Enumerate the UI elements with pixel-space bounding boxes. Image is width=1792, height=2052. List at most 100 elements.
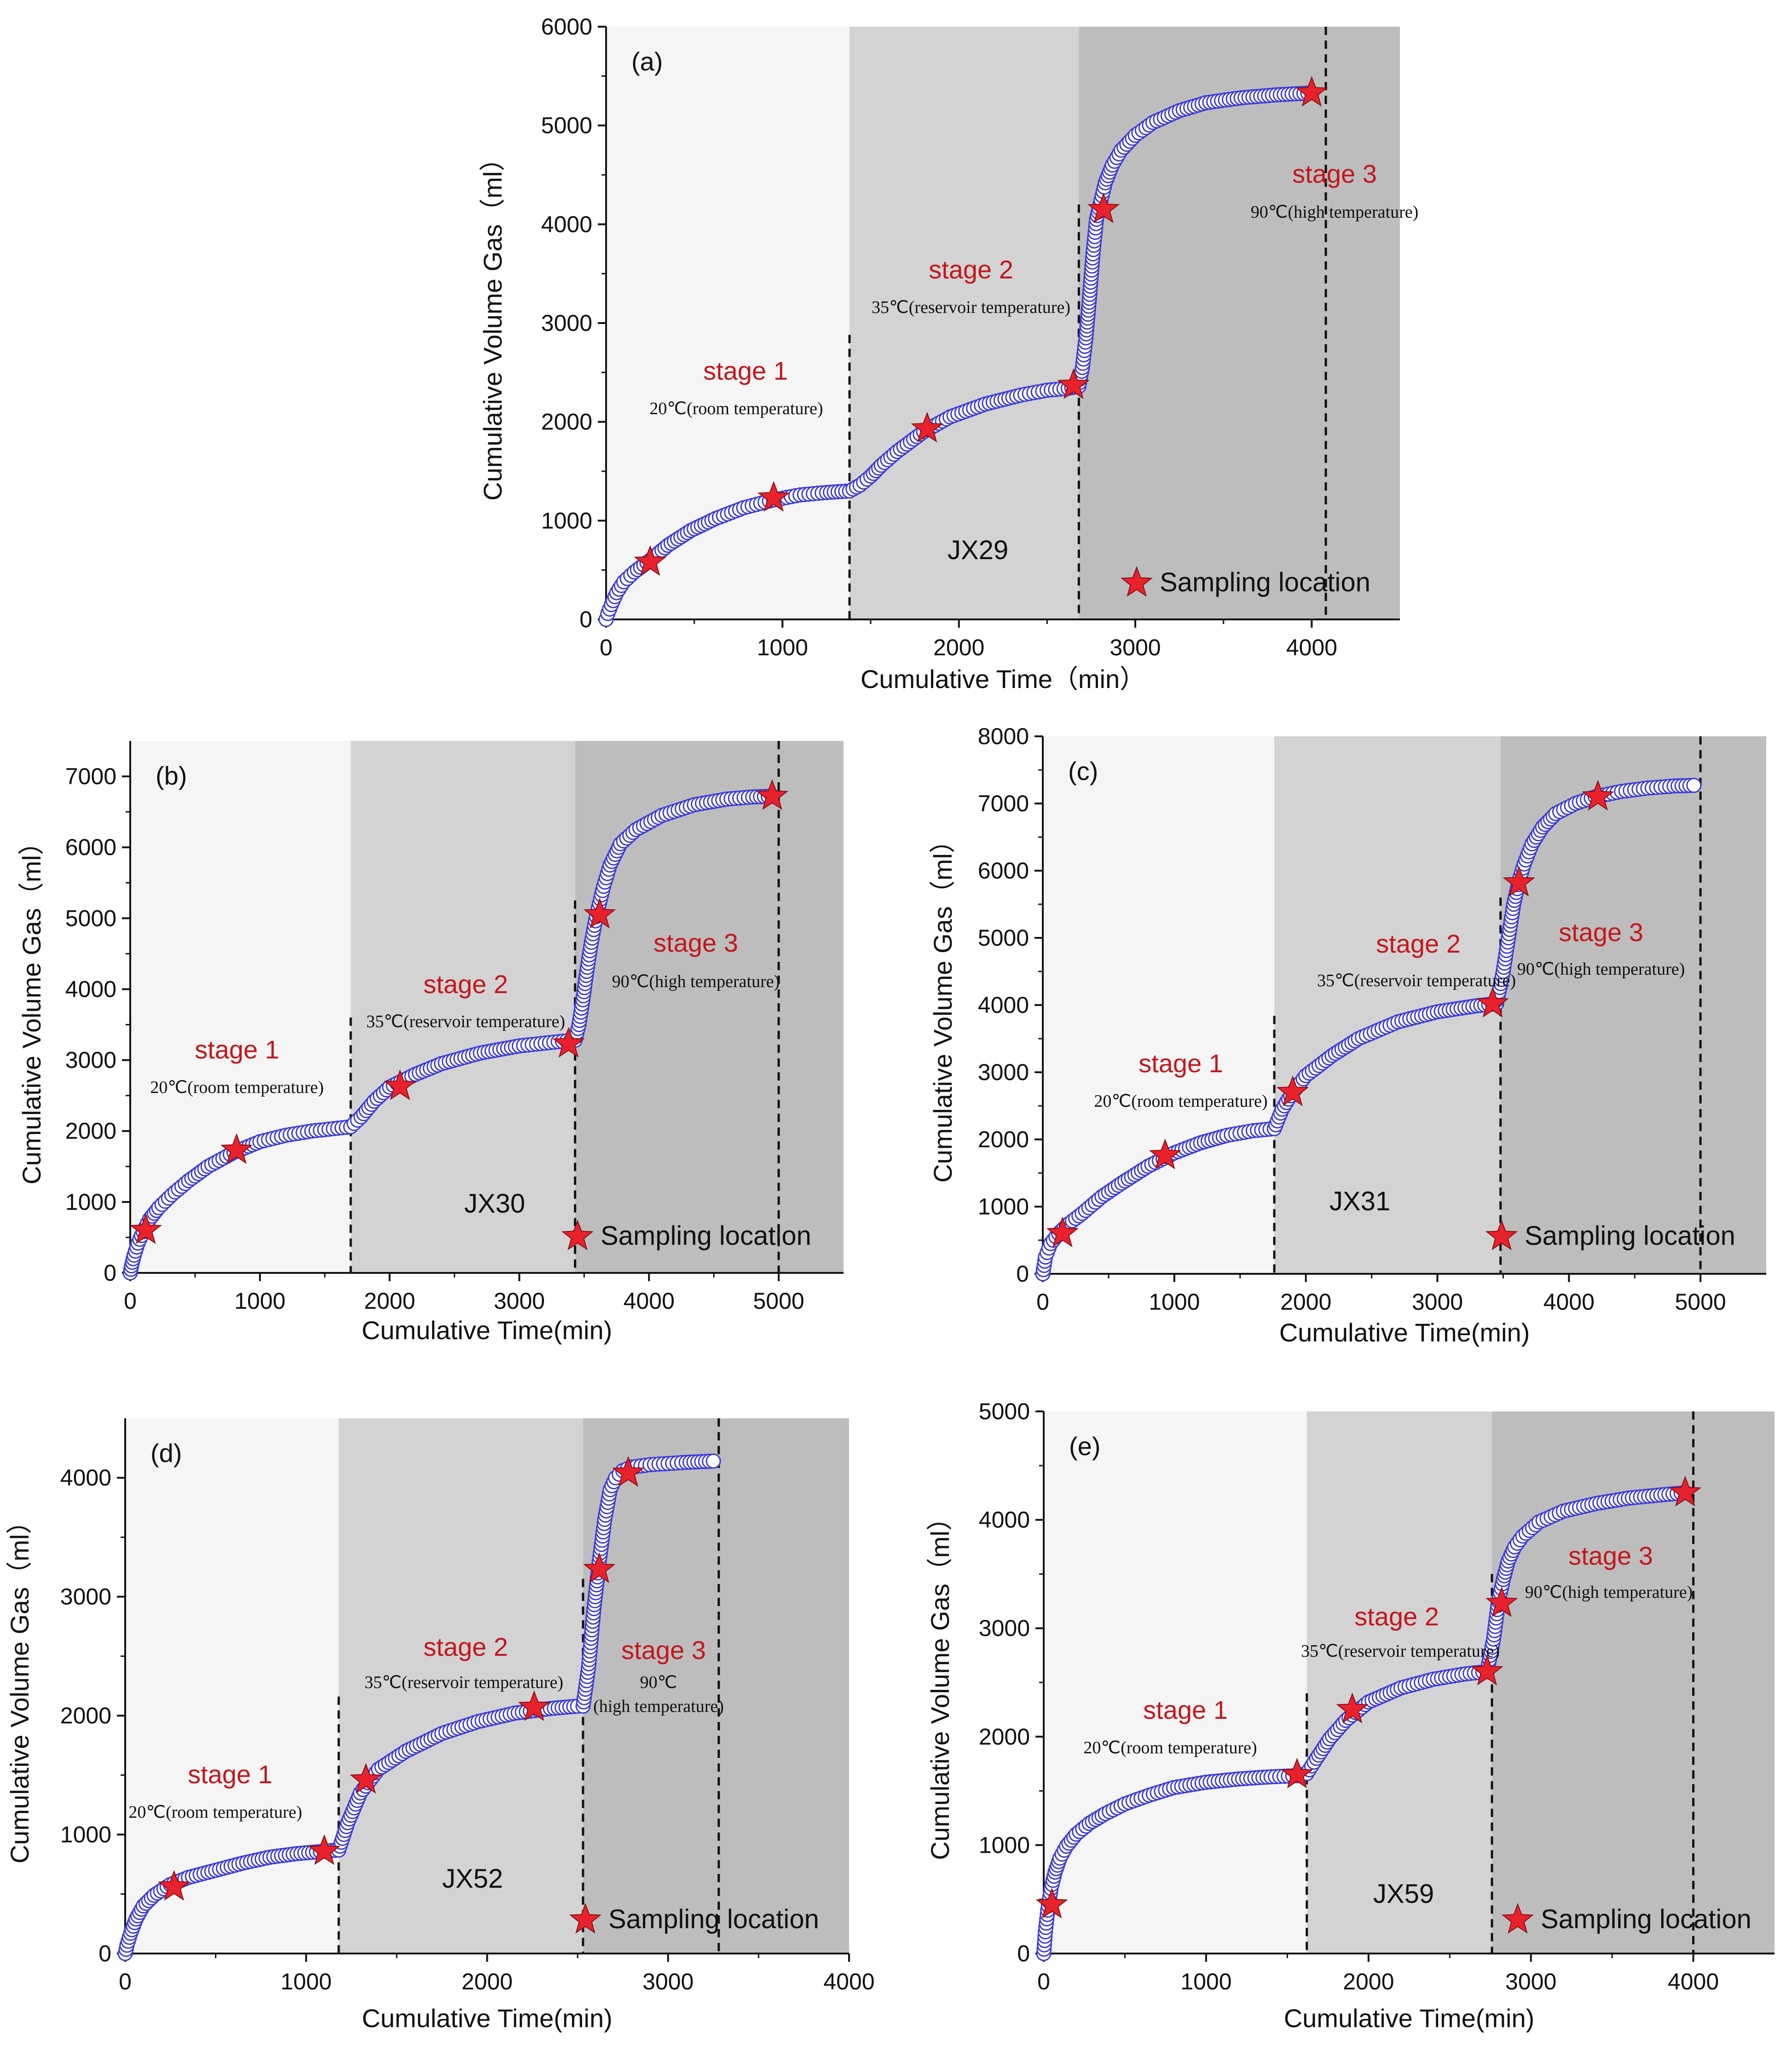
y-axis-title: Cumulative Volume Gas（ml） xyxy=(925,1505,954,1860)
temperature-label: 35℃(reservoir temperature) xyxy=(1317,971,1516,990)
y-tick-label: 2000 xyxy=(978,1127,1029,1152)
stage-label: stage 3 xyxy=(1568,1541,1653,1570)
sampling-star xyxy=(220,1133,253,1164)
legend-label: Sampling location xyxy=(601,1221,811,1251)
x-tick-label: 4000 xyxy=(1668,1969,1719,1994)
sampling-star xyxy=(1046,1216,1079,1248)
x-tick-label: 4000 xyxy=(1543,1289,1595,1315)
y-tick-label: 1000 xyxy=(979,1832,1030,1858)
stage1-band xyxy=(1044,1411,1307,1954)
temperature-label: 90℃(high temperature) xyxy=(1525,1583,1693,1602)
panel-label: (c) xyxy=(1068,757,1098,786)
sampling-star xyxy=(757,481,790,512)
sampling-star xyxy=(518,1690,550,1721)
x-tick-label: 2000 xyxy=(364,1288,415,1314)
sample-id-label: JX31 xyxy=(1330,1186,1390,1216)
legend-label: Sampling location xyxy=(608,1904,819,1934)
legend: Sampling location xyxy=(1501,1903,1752,1934)
x-axis-title: Cumulative Time(min) xyxy=(362,2004,613,2033)
x-tick-label: 2000 xyxy=(1343,1969,1394,1994)
stage2-band xyxy=(850,27,1079,619)
stage-label: stage 2 xyxy=(423,970,508,999)
panel-label: (d) xyxy=(150,1439,182,1468)
x-tick-label: 0 xyxy=(119,1969,132,1994)
chart-panel: 0 1000 2000 3000 4000 0 1000 2000 3000 4000 Cumula… xyxy=(5,1418,875,2033)
chart-panel: 0 1000 2000 3000 4000 5000 0 1000 2000 3000 4000 50… xyxy=(17,741,844,1345)
temperature-label: 90℃ xyxy=(640,1673,677,1692)
y-tick-label: 3000 xyxy=(60,1584,111,1610)
sampling-star xyxy=(1669,1475,1701,1507)
sampling-star xyxy=(1476,987,1509,1017)
x-tick-label: 3000 xyxy=(1412,1289,1463,1315)
temperature-label: 20℃(room temperature) xyxy=(150,1078,324,1097)
sampling-star xyxy=(1471,1654,1503,1686)
y-tick-label: 3000 xyxy=(65,1047,116,1073)
sampling-star xyxy=(584,897,616,929)
y-tick-label: 1000 xyxy=(541,508,592,533)
stage3-band xyxy=(1500,736,1766,1274)
sampling-star xyxy=(349,1763,382,1794)
star-icon xyxy=(1485,1220,1518,1250)
y-tick-label: 5000 xyxy=(541,113,592,139)
x-tick-label: 3000 xyxy=(494,1288,545,1314)
x-tick-label: 1000 xyxy=(234,1288,285,1314)
sample-id-label: JX30 xyxy=(464,1189,525,1219)
y-tick-label: 4000 xyxy=(60,1465,111,1491)
y-axis-title: Cumulative Volume Gas（ml） xyxy=(478,145,507,501)
data-point xyxy=(705,1453,721,1469)
y-axis-title: Cumulative Volume Gas（ml） xyxy=(5,1509,34,1864)
y-tick-label: 6000 xyxy=(541,14,592,40)
y-tick-label: 4000 xyxy=(978,992,1029,1018)
legend: Sampling location xyxy=(561,1220,811,1251)
stage-label: stage 2 xyxy=(1354,1602,1439,1631)
x-tick-label: 3000 xyxy=(1505,1969,1556,1994)
legend-label: Sampling location xyxy=(1525,1221,1735,1251)
y-tick-label: 0 xyxy=(579,607,592,632)
x-tick-label: 5000 xyxy=(753,1288,804,1314)
x-tick-label: 3000 xyxy=(1110,635,1161,660)
y-tick-label: 4000 xyxy=(979,1507,1030,1533)
data-point xyxy=(1686,778,1702,793)
stage-label: stage 3 xyxy=(621,1636,706,1665)
y-tick-label: 6000 xyxy=(65,834,116,860)
sampling-star xyxy=(634,545,666,576)
chart-panel: 0 1000 2000 3000 4000 5000 0 1000 2000 3000 4000 50… xyxy=(928,723,1766,1347)
y-tick-label: 3000 xyxy=(979,1615,1030,1641)
y-axis-title: Cumulative Volume Gas（ml） xyxy=(17,829,46,1185)
stage3-band xyxy=(575,741,844,1273)
temperature-label: 20℃(room temperature) xyxy=(1083,1738,1257,1757)
sample-id-label: JX59 xyxy=(1373,1879,1434,1909)
y-tick-label: 4000 xyxy=(541,211,592,237)
chart-panel: 0 1000 2000 3000 4000 0 1000 2000 3000 4000 5000 Cu… xyxy=(925,1399,1775,2033)
temperature-label: 35℃(reservoir temperature) xyxy=(364,1673,563,1692)
y-tick-label: 2000 xyxy=(60,1703,111,1728)
sampling-star xyxy=(308,1834,341,1865)
sampling-star xyxy=(583,1552,616,1584)
x-tick-label: 2000 xyxy=(933,635,984,660)
stage-label: stage 3 xyxy=(1559,918,1643,947)
sample-id-label: JX29 xyxy=(948,535,1008,565)
x-tick-label: 0 xyxy=(1036,1289,1049,1315)
sampling-star xyxy=(1281,1757,1313,1789)
temperature-label: 90℃(high temperature) xyxy=(1517,960,1685,979)
x-tick-label: 5000 xyxy=(1675,1289,1726,1315)
sampling-star xyxy=(1276,1075,1309,1106)
y-tick-label: 1000 xyxy=(60,1822,111,1848)
panel-label: (e) xyxy=(1069,1432,1100,1461)
y-tick-label: 2000 xyxy=(541,409,592,435)
legend: Sampling location xyxy=(1485,1220,1735,1251)
y-tick-label: 0 xyxy=(1017,1941,1030,1966)
sampling-star xyxy=(384,1069,416,1100)
x-axis-title: Cumulative Time(min) xyxy=(362,1316,613,1345)
y-tick-label: 7000 xyxy=(65,763,116,789)
x-tick-label: 4000 xyxy=(823,1969,874,1994)
sampling-star xyxy=(1149,1139,1181,1169)
stage-label: stage 2 xyxy=(423,1632,508,1661)
sampling-star xyxy=(1295,75,1328,107)
stage1-band xyxy=(1043,736,1275,1274)
chart-panel: 0 1000 2000 3000 4000 0 1000 2000 3000 4000 5000 60… xyxy=(478,14,1418,694)
y-tick-label: 5000 xyxy=(65,905,116,931)
stage-label: stage 1 xyxy=(188,1760,272,1789)
x-tick-label: 0 xyxy=(1037,1969,1050,1994)
legend-label: Sampling location xyxy=(1160,567,1370,597)
